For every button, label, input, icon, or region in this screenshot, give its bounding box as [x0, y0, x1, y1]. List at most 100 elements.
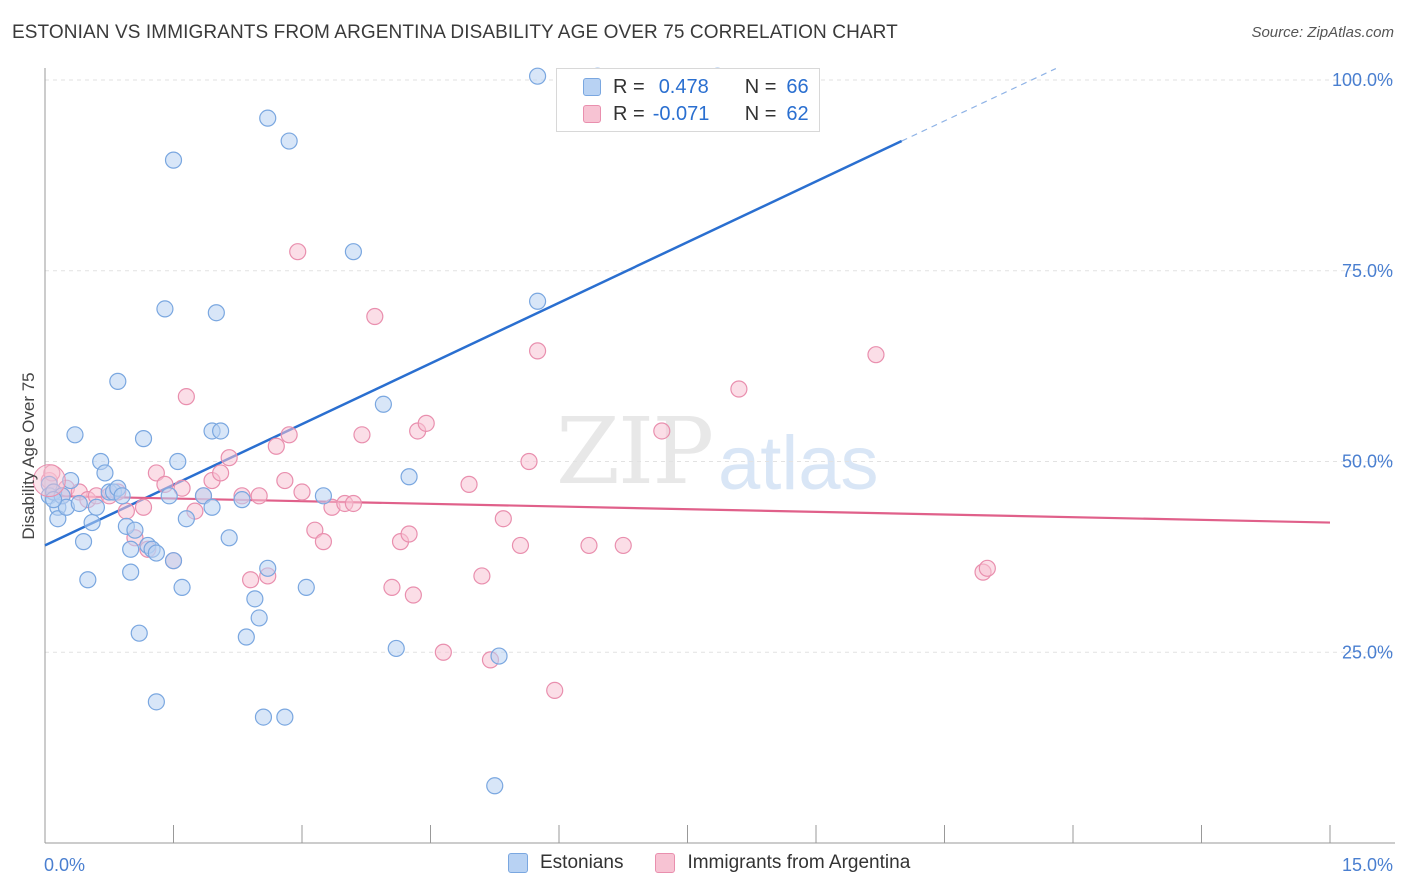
data-points	[32, 67, 996, 795]
point-argentina	[250, 487, 268, 505]
point-estonian	[250, 609, 268, 627]
y-axis-title: Disability Age Over 75	[19, 372, 38, 539]
point-estonian	[113, 487, 131, 505]
blue-swatch	[508, 853, 528, 873]
legend-label-argentina: Immigrants from Argentina	[687, 852, 911, 873]
point-argentina	[147, 464, 165, 482]
point-estonian	[122, 540, 140, 558]
y-tick-label: 50.0%	[1342, 452, 1393, 472]
point-estonian	[96, 464, 114, 482]
y-tick-label: 100.0%	[1332, 70, 1393, 90]
point-argentina	[520, 452, 538, 471]
point-argentina	[293, 483, 311, 501]
y-tick-label: 25.0%	[1342, 642, 1393, 662]
x-tick-label: 15.0%	[1342, 855, 1393, 875]
point-estonian	[194, 487, 213, 505]
point-estonian	[233, 491, 251, 509]
point-argentina	[134, 498, 153, 516]
n-label: N =	[744, 75, 777, 98]
point-argentina	[220, 449, 238, 467]
point-argentina	[404, 586, 422, 604]
point-argentina	[730, 380, 748, 398]
r-value: 0.478	[658, 75, 709, 98]
point-argentina	[173, 479, 191, 497]
point-argentina	[353, 426, 371, 444]
point-estonian	[74, 533, 93, 551]
n-label: N =	[744, 102, 777, 125]
point-argentina	[417, 414, 435, 432]
watermark-atlas: atlas	[718, 421, 879, 506]
point-estonian	[374, 395, 392, 413]
point-estonian	[147, 544, 165, 562]
source-label: Source: ZipAtlas.com	[1251, 24, 1394, 41]
pink-swatch	[655, 853, 676, 873]
blue-swatch	[583, 78, 601, 96]
point-argentina	[177, 388, 195, 406]
point-estonian	[126, 521, 144, 539]
gridlines	[45, 79, 1395, 653]
point-argentina	[867, 346, 885, 364]
point-argentina	[383, 578, 401, 596]
point-estonian	[62, 471, 80, 490]
point-argentina	[473, 567, 491, 585]
point-estonian	[44, 491, 63, 509]
point-estonian	[164, 552, 183, 570]
point-argentina	[460, 475, 478, 493]
legend-item-argentina[interactable]: Immigrants from Argentina	[655, 852, 910, 874]
point-argentina	[366, 307, 384, 326]
point-estonian	[79, 571, 97, 589]
point-argentina	[494, 510, 512, 528]
point-argentina	[653, 422, 671, 440]
point-argentina	[434, 643, 452, 661]
r-label: R =	[613, 102, 645, 125]
point-argentina	[276, 471, 294, 490]
watermark-zip: ZIP	[556, 398, 714, 505]
point-estonian	[130, 624, 148, 642]
point-estonian	[173, 578, 191, 596]
point-argentina	[528, 342, 547, 360]
trend-line-estonians	[44, 139, 903, 547]
point-estonian	[83, 513, 101, 532]
point-estonian	[344, 243, 362, 261]
point-estonian	[237, 628, 255, 646]
point-estonian	[314, 487, 333, 505]
point-estonian	[259, 559, 277, 577]
point-estonian	[134, 430, 153, 448]
trend-lines	[44, 68, 1331, 547]
point-estonian	[528, 292, 547, 310]
n-value: 66	[786, 75, 809, 98]
point-estonian	[203, 498, 221, 516]
point-estonian	[207, 304, 225, 322]
point-estonian	[122, 563, 140, 581]
point-estonian	[280, 132, 298, 150]
point-estonian	[254, 708, 273, 726]
point-estonian	[246, 590, 264, 608]
point-estonian	[109, 372, 127, 390]
point-argentina	[344, 494, 362, 513]
point-argentina	[546, 681, 564, 700]
axes	[44, 68, 1395, 844]
correlation-legend: R = 0.478 N = 66 R = -0.071 N = 62	[556, 68, 820, 132]
legend-item-estonians[interactable]: Estonians	[508, 852, 623, 874]
point-argentina	[978, 559, 996, 577]
point-argentina	[580, 536, 598, 555]
point-estonian	[490, 647, 508, 665]
x-tick-label: 0.0%	[44, 855, 85, 875]
point-argentina	[280, 426, 298, 444]
point-estonian	[528, 67, 547, 85]
r-value: -0.071	[652, 102, 710, 125]
point-estonian	[147, 693, 165, 711]
point-argentina	[306, 521, 324, 539]
point-estonian	[70, 494, 88, 513]
point-argentina-cluster	[32, 464, 66, 498]
point-argentina	[267, 437, 285, 455]
point-argentina	[242, 571, 260, 589]
point-argentina	[614, 536, 632, 555]
point-estonian	[387, 639, 405, 658]
point-estonian	[212, 422, 230, 440]
point-estonian	[49, 510, 67, 528]
point-estonian	[66, 426, 84, 444]
trend-line-estonians-extension	[901, 68, 1057, 142]
point-estonian	[220, 529, 238, 547]
